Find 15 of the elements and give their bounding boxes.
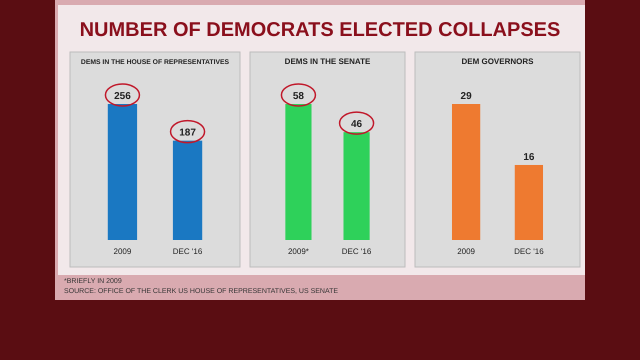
x-tick-label: 2009 bbox=[114, 247, 132, 256]
x-tick-label: DEC '16 bbox=[514, 247, 544, 256]
x-tick-label: 2009 bbox=[457, 247, 476, 256]
x-tick-label: DEC '16 bbox=[342, 247, 372, 256]
data-label: 16 bbox=[523, 152, 535, 163]
data-label: 187 bbox=[179, 128, 196, 139]
chart-title: DEM GOVERNORS bbox=[461, 57, 534, 66]
data-label: 46 bbox=[351, 119, 363, 130]
data-label: 29 bbox=[460, 91, 472, 102]
data-label: 58 bbox=[292, 91, 304, 102]
x-tick-label: DEC '16 bbox=[172, 247, 203, 256]
data-label: 256 bbox=[114, 91, 132, 102]
x-tick-label: 2009* bbox=[288, 247, 309, 256]
chart-title: DEMS IN THE SENATE bbox=[284, 57, 371, 66]
text: NUMBER OF DEMOCRATS ELECTED COLLAPSES bbox=[80, 19, 560, 41]
